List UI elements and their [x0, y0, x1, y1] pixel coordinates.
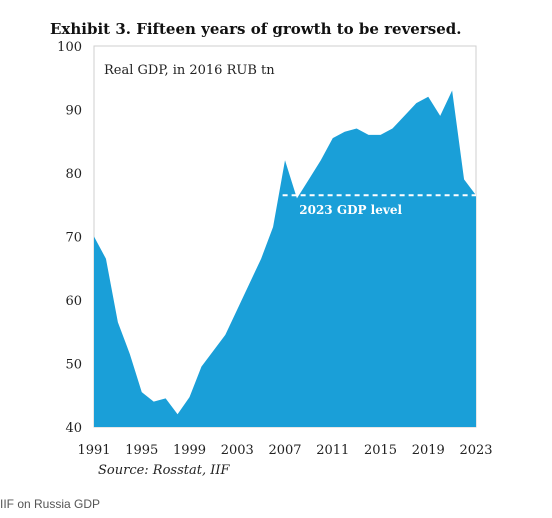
x-tick-label: 1995 [125, 443, 158, 458]
x-tick-label: 1991 [77, 443, 110, 458]
x-tick-label: 2019 [412, 443, 445, 458]
x-tick-label: 2015 [364, 443, 397, 458]
x-axis-ticks: 1991 1995 1999 2003 2007 2011 2015 2019 2023 [77, 443, 492, 458]
y-tick-label: 90 [65, 104, 82, 119]
y-axis-ticks: 40 50 60 70 80 90 100 [57, 40, 82, 436]
y-tick-label: 100 [57, 40, 82, 55]
y-tick-label: 40 [65, 421, 82, 436]
gdp-area-series [94, 90, 476, 427]
area-layer [94, 90, 476, 427]
y-tick-label: 80 [65, 167, 82, 182]
reference-line-group: 2023 GDP level [282, 194, 476, 217]
x-tick-label: 2007 [268, 443, 301, 458]
y-tick-label: 50 [65, 358, 82, 373]
chart-title: Exhibit 3. Fifteen years of growth to be… [50, 20, 462, 38]
x-tick-label: 2023 [459, 443, 492, 458]
x-tick-label: 1999 [173, 443, 206, 458]
image-caption: IIF on Russia GDP [0, 497, 101, 511]
x-tick-label: 2003 [221, 443, 254, 458]
inner-label: Real GDP, in 2016 RUB tn [104, 63, 275, 78]
source-note: Source: Rosstat, IIF [98, 463, 230, 478]
y-tick-label: 70 [65, 231, 82, 246]
x-tick-label: 2011 [316, 443, 349, 458]
y-tick-label: 60 [65, 294, 82, 309]
reference-line-label: 2023 GDP level [299, 203, 402, 217]
